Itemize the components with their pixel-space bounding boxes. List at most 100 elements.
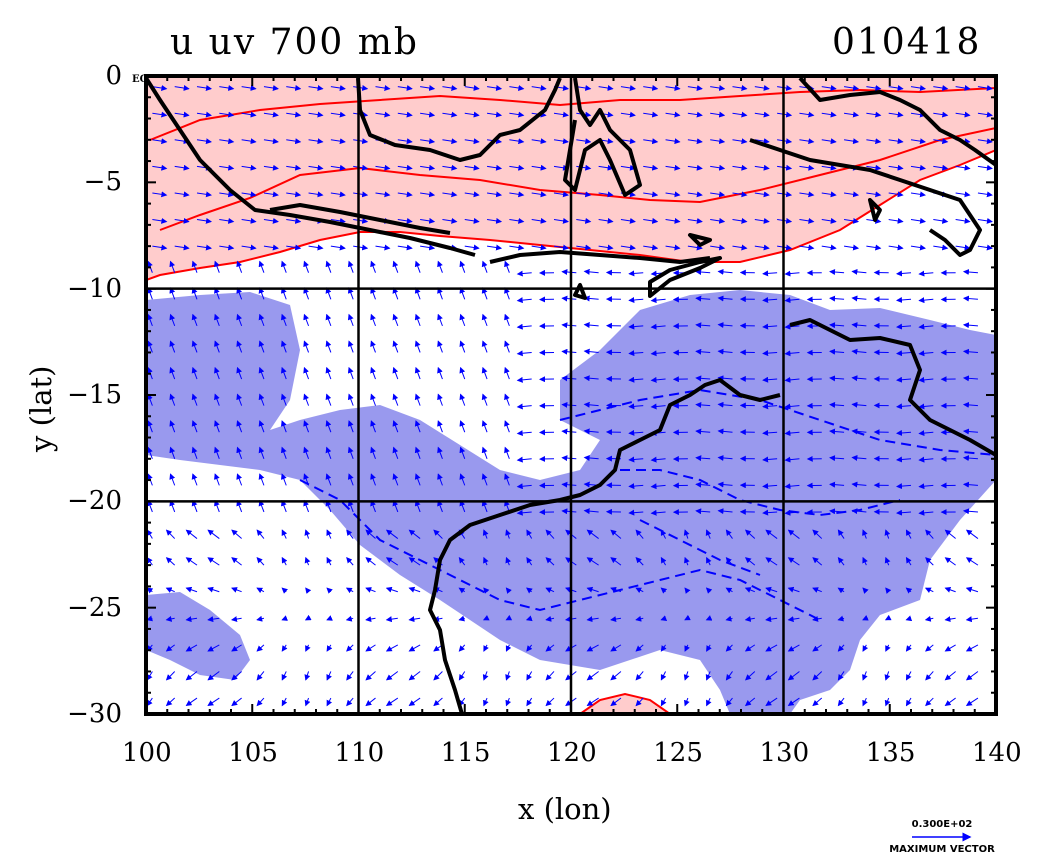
wind-vector — [165, 697, 176, 707]
wind-vector — [241, 138, 257, 145]
wind-vector — [583, 375, 599, 382]
wind-vector — [207, 529, 220, 539]
wind-vector — [784, 403, 800, 410]
wind-vector — [214, 313, 220, 327]
wind-vector — [504, 393, 510, 406]
wind-vector — [147, 499, 153, 513]
wind-vector — [561, 481, 577, 488]
wind-vector — [862, 671, 868, 681]
wind-vector — [576, 244, 592, 251]
wind-vector — [146, 697, 153, 707]
wind-vector — [191, 287, 198, 300]
wind-vector — [442, 191, 458, 198]
wind-vector — [504, 446, 510, 459]
wind-vector — [231, 587, 242, 593]
wind-vector — [420, 85, 436, 91]
wind-vector — [684, 556, 690, 566]
wind-vector — [459, 340, 466, 353]
wind-vector — [851, 428, 867, 435]
wind-vector — [610, 529, 622, 539]
coastline-small-island — [868, 198, 882, 222]
wind-vector — [241, 191, 257, 198]
wind-vector — [375, 191, 391, 198]
wind-vector — [207, 697, 220, 707]
wind-vector — [169, 499, 176, 513]
wind-vector — [464, 191, 480, 198]
wind-vector — [787, 586, 800, 593]
wind-vector — [650, 323, 666, 330]
wind-vector — [687, 191, 703, 198]
coastline-small-island — [573, 283, 587, 300]
wind-vector — [169, 446, 176, 459]
wind-vector — [347, 340, 354, 353]
wind-vector — [866, 111, 882, 118]
wind-vector — [526, 587, 533, 594]
wind-vector — [628, 270, 644, 277]
wind-vector — [684, 644, 690, 652]
wind-vector — [397, 85, 413, 91]
wind-vector — [325, 393, 332, 406]
wind-vector — [896, 456, 912, 463]
wind-vector — [165, 644, 175, 652]
wind-vector — [754, 191, 770, 198]
wind-vector — [231, 644, 242, 652]
wind-vector — [925, 671, 934, 681]
wind-vector — [784, 430, 800, 437]
wind-vector — [185, 671, 198, 681]
wind-vector — [196, 217, 212, 224]
wind-vector — [437, 260, 443, 273]
wind-vector — [236, 340, 243, 353]
wind-vector — [762, 403, 778, 410]
wind-vector — [185, 529, 198, 539]
wind-vector — [812, 697, 823, 707]
wind-vector — [862, 615, 869, 621]
wind-vector — [933, 138, 949, 145]
wind-vector — [256, 697, 265, 707]
wind-vector — [174, 85, 190, 91]
wind-vector — [660, 529, 667, 539]
wind-vector — [635, 557, 644, 566]
wind-vector — [955, 244, 971, 251]
wind-vector — [258, 446, 265, 459]
wind-vector — [918, 270, 934, 277]
wind-vector — [169, 473, 176, 486]
wind-vector — [325, 366, 332, 380]
wind-vector — [787, 529, 800, 539]
wind-vector — [717, 481, 733, 488]
wind-vector — [962, 455, 978, 462]
wind-vector — [843, 85, 860, 91]
wind-vector — [829, 295, 845, 302]
wind-vector — [905, 671, 912, 681]
wind-vector — [375, 244, 391, 251]
wind-vector — [765, 586, 778, 593]
wind-vector — [385, 529, 399, 539]
wind-vector — [481, 420, 488, 433]
wind-vector — [392, 473, 399, 486]
wind-vector — [392, 287, 399, 300]
wind-vector — [147, 446, 153, 459]
wind-vector — [504, 473, 510, 486]
wind-vector — [576, 138, 592, 145]
wind-vector — [219, 217, 235, 224]
wind-vector — [147, 340, 153, 353]
wind-vector — [196, 191, 212, 198]
wind-vector — [918, 350, 934, 357]
wind-vector — [152, 217, 168, 224]
wind-vector — [732, 217, 748, 224]
wind-vector — [433, 671, 443, 681]
wind-vector — [598, 85, 614, 91]
wind-vector — [586, 557, 599, 566]
wind-vector — [977, 164, 993, 171]
wind-vector — [169, 420, 176, 433]
wind-vector — [812, 616, 822, 622]
wind-vector — [408, 557, 421, 566]
wind-vector — [516, 456, 532, 463]
wind-vector — [650, 403, 666, 410]
wind-vector — [717, 322, 733, 329]
wind-vector — [347, 499, 354, 513]
wind-vector — [744, 644, 756, 652]
wind-vector — [821, 164, 837, 171]
wind-vector — [353, 217, 369, 224]
wind-vector — [866, 164, 882, 171]
wind-vector — [765, 557, 778, 566]
